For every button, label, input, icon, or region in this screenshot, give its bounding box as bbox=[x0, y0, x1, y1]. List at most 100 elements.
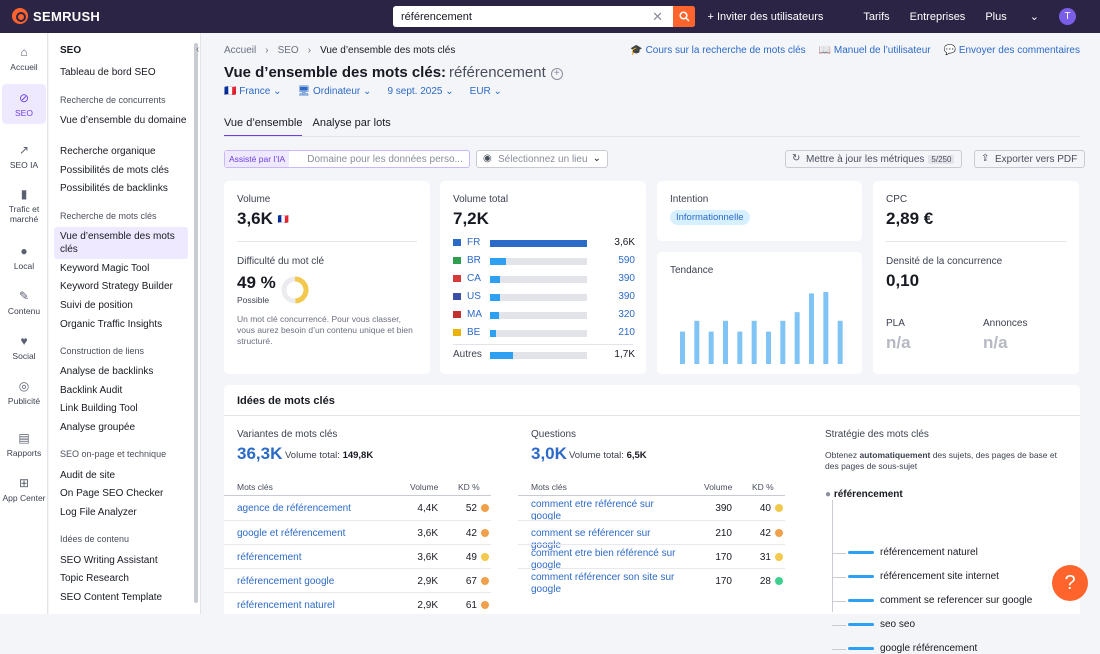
date-select[interactable]: 9 sept. 2025 ⌄ bbox=[387, 86, 454, 97]
kd-value: 49 bbox=[444, 552, 489, 563]
kd-value: 52 bbox=[444, 503, 489, 514]
country-value: 3,6K bbox=[614, 237, 635, 248]
update-metrics-button[interactable]: ↻ Mettre à jour les métriques 5/250 bbox=[785, 150, 963, 168]
questions-count[interactable]: 3,0K bbox=[531, 444, 567, 463]
ads-label: Annonces bbox=[983, 318, 1028, 329]
volume-value: 210 bbox=[715, 528, 732, 539]
collapse-sidebar-icon[interactable]: ‹ bbox=[196, 44, 200, 55]
keyword-link[interactable]: comment etre bien référencé sur google bbox=[531, 548, 676, 571]
sidebar-item[interactable]: Keyword Magic Tool bbox=[60, 263, 150, 274]
sidebar-item[interactable]: Analyse de backlinks bbox=[60, 366, 154, 377]
semrush-logo[interactable]: SEMRUSH bbox=[12, 8, 100, 24]
flag-icon bbox=[453, 239, 461, 246]
rail-item-traffic[interactable]: ▮ Trafic et marché bbox=[8, 187, 40, 224]
sidebar-item[interactable]: Suivi de position bbox=[60, 300, 133, 311]
sidebar-item[interactable]: Log File Analyzer bbox=[60, 507, 137, 518]
keyword-link[interactable]: référencement google bbox=[237, 576, 335, 587]
keyword-link[interactable]: google et référencement bbox=[237, 528, 346, 539]
invite-users-link[interactable]: + Inviter des utilisateurs bbox=[707, 10, 824, 23]
ai-domain-input[interactable]: Domaine pour les données perso... bbox=[307, 153, 463, 165]
rail-item-app-center[interactable]: ⊞ App Center bbox=[2, 476, 46, 503]
country-select[interactable]: 🇫🇷 France ⌄ bbox=[224, 86, 282, 97]
pricing-link[interactable]: Tarifs bbox=[863, 10, 890, 23]
add-icon[interactable]: + bbox=[550, 68, 563, 80]
strategy-leaf[interactable]: comment se referencer sur google bbox=[848, 595, 1032, 606]
more-menu[interactable]: Plus ⌄ bbox=[985, 11, 1039, 23]
strategy-leaf[interactable]: google référencement bbox=[848, 643, 977, 654]
country-code: MA bbox=[467, 309, 482, 320]
breadcrumb-home[interactable]: Accueil bbox=[224, 45, 257, 56]
sidebar-item[interactable]: SEO Writing Assistant bbox=[60, 555, 158, 566]
keyword-link[interactable]: référencement naturel bbox=[237, 600, 335, 611]
sidebar-item[interactable]: Link Building Tool bbox=[60, 403, 138, 414]
sidebar-item[interactable]: Backlink Audit bbox=[60, 385, 123, 396]
sidebar-item[interactable]: Vue d’ensemble du domaine bbox=[60, 115, 187, 126]
strategy-root[interactable]: ● référencement bbox=[825, 489, 903, 500]
help-button[interactable]: ? bbox=[1052, 565, 1088, 601]
country-row-ca[interactable]: CA 390 bbox=[453, 273, 635, 285]
help-links: 🎓 Cours sur la recherche de mots clés 📖 … bbox=[630, 45, 1080, 56]
trend-bar bbox=[708, 331, 714, 364]
tab-bulk[interactable]: Analyse par lots bbox=[312, 117, 391, 129]
sidebar-item-dashboard[interactable]: Tableau de bord SEO bbox=[60, 67, 156, 78]
rail-item-seo[interactable]: ⊘ SEO bbox=[2, 84, 46, 124]
keyword-link[interactable]: référencement bbox=[237, 552, 302, 563]
variants-total: Volume total: 149,8K bbox=[285, 450, 374, 461]
search-button[interactable] bbox=[673, 6, 695, 27]
manual-link[interactable]: 📖 Manuel de l’utilisateur bbox=[818, 45, 931, 56]
clear-icon[interactable]: ✕ bbox=[652, 9, 663, 24]
country-row-others: Autres 1,7K bbox=[453, 349, 635, 360]
country-bar-fill bbox=[490, 294, 500, 301]
feedback-link[interactable]: 💬 Envoyer des commentaires bbox=[943, 45, 1080, 56]
country-row-br[interactable]: BR 590 bbox=[453, 255, 635, 267]
sidebar-item[interactable]: Topic Research bbox=[60, 573, 129, 584]
sidebar-item[interactable]: Possibilités de backlinks bbox=[60, 183, 168, 194]
sidebar-title: SEO bbox=[60, 45, 82, 56]
variants-count[interactable]: 36,3K bbox=[237, 444, 283, 463]
keyword-ideas-card: Idées de mots clés Variantes de mots clé… bbox=[224, 385, 1080, 654]
rail-item-social[interactable]: ♥ Social bbox=[12, 334, 36, 361]
strategy-leaf[interactable]: référencement naturel bbox=[848, 547, 978, 558]
device-select[interactable]: 🖥 Ordinateur ⌄ bbox=[297, 86, 372, 97]
rail-item-ads[interactable]: ◎ Publicité bbox=[7, 379, 41, 406]
export-pdf-button[interactable]: ⇪ Exporter vers PDF bbox=[974, 150, 1086, 168]
sidebar-item[interactable]: Possibilités de mots clés bbox=[60, 165, 169, 176]
country-row-be[interactable]: BE 210 bbox=[453, 327, 635, 339]
location-select[interactable]: Sélectionnez un lieu ⌄ ◉ bbox=[476, 150, 608, 168]
rail-item-home[interactable]: ⌂ Accueil bbox=[10, 45, 38, 72]
sidebar-item[interactable]: Keyword Strategy Builder bbox=[60, 281, 173, 292]
sidebar-item[interactable]: Audit de site bbox=[60, 470, 116, 481]
avatar[interactable]: T bbox=[1059, 8, 1076, 25]
sidebar-item[interactable]: Organic Traffic Insights bbox=[60, 319, 163, 330]
keyword-link[interactable]: comment se référencer sur google bbox=[531, 528, 651, 551]
keyword-link[interactable]: comment référencer son site sur google bbox=[531, 572, 675, 595]
keyword-link[interactable]: comment etre référencé sur google bbox=[531, 499, 654, 522]
strategy-leaf[interactable]: seo seo bbox=[848, 619, 915, 630]
country-row-ma[interactable]: MA 320 bbox=[453, 309, 635, 321]
table-row: référencement 3,6K 49 bbox=[224, 544, 491, 568]
trend-bar bbox=[723, 320, 728, 364]
keyword-link[interactable]: agence de référencement bbox=[237, 503, 351, 514]
sidebar-item-keyword-overview[interactable]: Vue d’ensemble des mots clés bbox=[54, 227, 188, 259]
sidebar-item[interactable]: On Page SEO Checker bbox=[60, 488, 164, 499]
currency-select[interactable]: EUR ⌄ bbox=[469, 86, 502, 97]
tab-overview[interactable]: Vue d’ensemble bbox=[224, 117, 303, 137]
sidebar-item[interactable]: Recherche organique bbox=[60, 146, 156, 157]
course-link[interactable]: 🎓 Cours sur la recherche de mots clés bbox=[630, 45, 806, 56]
rail-item-content[interactable]: ✎ Contenu bbox=[7, 289, 41, 316]
breadcrumb-seo[interactable]: SEO bbox=[277, 45, 299, 56]
country-row-us[interactable]: US 390 bbox=[453, 291, 635, 303]
country-bar bbox=[490, 330, 587, 337]
country-bar-fill bbox=[490, 330, 496, 337]
strategy-leaf[interactable]: référencement site internet bbox=[848, 571, 999, 582]
rail-item-seo-ia[interactable]: ↗ SEO IA bbox=[9, 143, 39, 170]
rail-item-local[interactable]: ● Local bbox=[13, 244, 35, 271]
sidebar-item[interactable]: SEO Content Template bbox=[60, 592, 163, 603]
country-row-fr[interactable]: FR 3,6K bbox=[453, 237, 635, 249]
rail-item-reports[interactable]: ▤ Rapports bbox=[6, 431, 42, 458]
sidebar-item[interactable]: Analyse groupée bbox=[60, 422, 136, 433]
enterprise-link[interactable]: Entreprises bbox=[909, 10, 966, 23]
search-input[interactable] bbox=[393, 10, 643, 23]
intent-card: Intention Informationnelle bbox=[657, 181, 862, 241]
sidebar-scrollbar[interactable] bbox=[194, 43, 198, 603]
